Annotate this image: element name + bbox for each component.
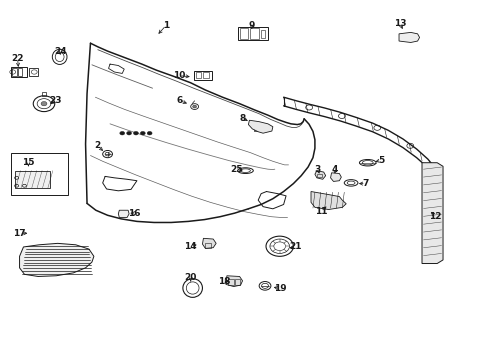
Polygon shape: [248, 120, 272, 133]
Bar: [11, 153, 68, 195]
Bar: [250, 28, 259, 39]
Bar: [227, 279, 233, 285]
Polygon shape: [398, 32, 419, 42]
Bar: [11, 67, 27, 77]
Text: 3: 3: [314, 165, 320, 174]
Text: 16: 16: [127, 209, 140, 217]
Polygon shape: [310, 192, 346, 210]
Text: 8: 8: [239, 113, 245, 122]
Text: 15: 15: [22, 158, 35, 167]
Polygon shape: [330, 173, 341, 181]
Text: 21: 21: [288, 243, 301, 251]
Circle shape: [140, 131, 145, 135]
Bar: [193, 71, 212, 80]
Polygon shape: [20, 243, 94, 276]
Circle shape: [133, 131, 138, 135]
Text: 19: 19: [274, 284, 286, 293]
Bar: [41, 92, 46, 96]
Text: 22: 22: [11, 54, 24, 63]
Text: 9: 9: [248, 21, 255, 30]
Circle shape: [126, 131, 131, 135]
Text: 17: 17: [13, 229, 26, 238]
Text: 13: 13: [393, 19, 406, 28]
Bar: [239, 28, 248, 39]
Bar: [18, 68, 22, 76]
Polygon shape: [314, 171, 325, 179]
Text: 25: 25: [230, 165, 243, 174]
Text: 7: 7: [362, 179, 368, 188]
Text: 11: 11: [314, 207, 326, 216]
Bar: [29, 68, 38, 76]
Text: 18: 18: [217, 277, 230, 286]
Polygon shape: [118, 210, 129, 217]
Text: 24: 24: [54, 46, 67, 55]
Text: 14: 14: [184, 242, 197, 251]
Circle shape: [147, 131, 152, 135]
Bar: [195, 72, 201, 78]
Bar: [316, 174, 321, 177]
Circle shape: [192, 105, 196, 108]
Bar: [237, 27, 267, 40]
Bar: [254, 126, 263, 131]
Polygon shape: [421, 163, 442, 264]
Bar: [205, 243, 211, 248]
Text: 6: 6: [177, 96, 183, 105]
Text: 23: 23: [49, 95, 62, 104]
Text: 2: 2: [95, 141, 101, 150]
Bar: [261, 30, 264, 38]
Text: 20: 20: [184, 274, 197, 282]
Bar: [15, 171, 50, 188]
Circle shape: [120, 131, 124, 135]
Circle shape: [41, 102, 47, 106]
Polygon shape: [225, 276, 242, 287]
Bar: [12, 68, 17, 76]
Text: 4: 4: [331, 165, 338, 174]
Text: 10: 10: [172, 71, 185, 80]
Text: 12: 12: [428, 212, 441, 221]
Bar: [203, 72, 208, 78]
Text: 1: 1: [163, 21, 169, 30]
Text: 5: 5: [378, 156, 384, 165]
Bar: [234, 279, 239, 285]
Polygon shape: [202, 238, 216, 248]
